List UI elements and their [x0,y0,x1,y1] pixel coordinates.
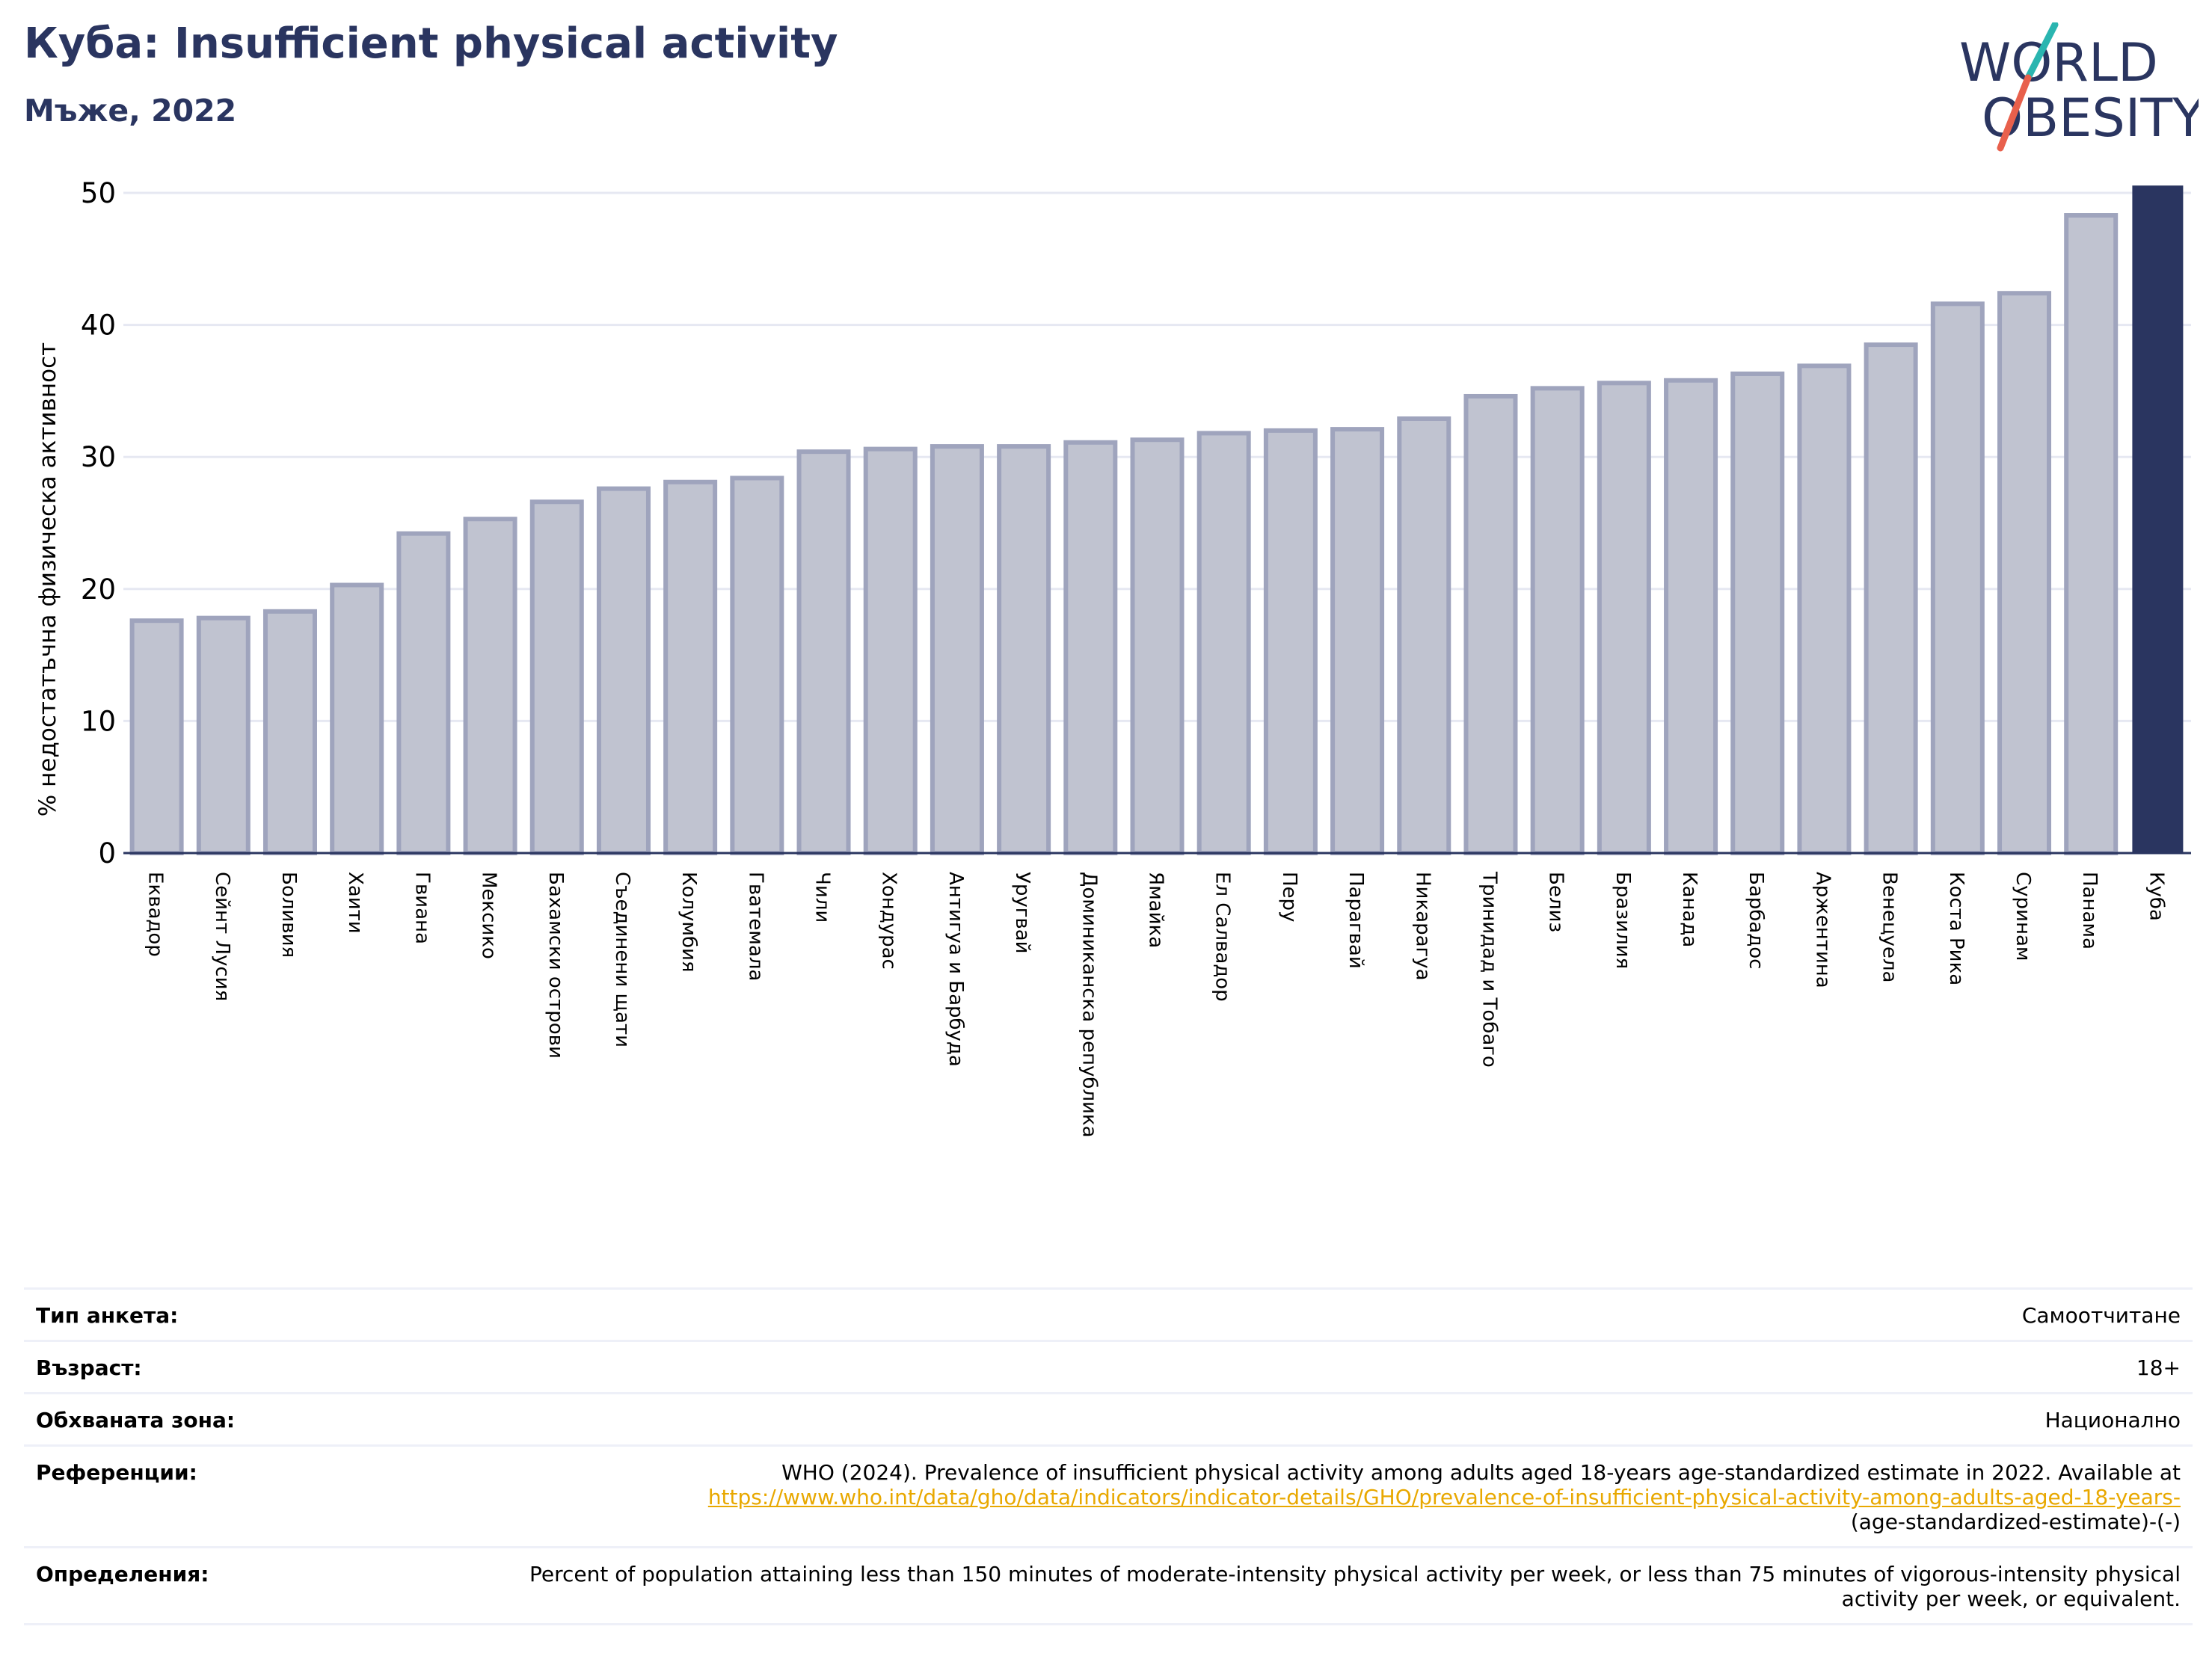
x-tick-label: Антигуа и Барбуда [944,872,967,1067]
y-tick-label: 20 [81,573,116,606]
coverage-label: Обхваната зона: [36,1408,236,1432]
definitions-value: Percent of population attaining less tha… [529,1562,2181,1611]
x-tick-label: Канада [1678,872,1701,947]
age-label: Възраст: [36,1355,142,1380]
x-tick-label: Уругвай [1011,872,1033,954]
x-tick-label: Аржентина [1811,872,1834,988]
bar-14 [1063,440,1118,855]
bar-11 [863,446,918,855]
bar-chart: 0 10 20 30 40 50 Еквадор Сейнт Лусия Боливия Хаит… [34,177,2191,1138]
x-tick-label: Никарагуа [1411,872,1434,981]
x-tick-label: Мексико [478,872,500,959]
bar-25 [1797,363,1852,855]
survey-type-label: Тип анкета: [36,1303,179,1328]
bar-6 [529,499,584,856]
axes: 0 10 20 30 40 50 Еквадор Сейнт Лусия Боливия Хаит… [81,177,2191,1138]
x-tick-label: Колумбия [678,872,700,973]
bar-15 [1130,437,1185,855]
references-label: Референции: [36,1460,197,1485]
x-tick-label: Ел Салвадор [1211,872,1234,1002]
bar-0 [129,618,184,856]
x-tick-label: Ямайка [1145,872,1167,948]
x-tick-label: Бразилия [1612,872,1634,969]
references-text: WHO (2024). Prevalence of insufficient p… [781,1460,2181,1485]
bar-22 [1597,381,1651,855]
bar-20 [1463,393,1518,855]
x-tick-label: Панама [2078,872,2101,950]
x-tick-label: Боливия [277,872,300,958]
bar-16 [1196,431,1251,855]
x-tick-label: Барбадос [1745,872,1767,969]
chart-title: Куба: Insufficient physical activity [24,19,838,68]
bar-29 [2064,213,2119,856]
x-tick-label: Венецуела [1878,872,1901,982]
bar-2 [262,609,317,856]
bar-19 [1397,416,1451,855]
y-axis-label: % недостатъчна физическа активност [34,342,61,816]
y-tick-label: 0 [98,837,116,870]
survey-type-value: Самоотчитане [2021,1303,2181,1328]
bar-1 [196,615,251,855]
bar-26 [1864,342,1918,855]
x-tick-label: Съединени щати [611,872,633,1047]
x-tick-label: Тринидад и Тобаго [1478,871,1500,1068]
bar-7 [596,486,651,855]
info-row-coverage: Обхваната зона: Национално [24,1394,2193,1447]
x-tick-label: Доминиканска република [1078,872,1100,1138]
logo-text-line1: WORLD [1959,32,2158,93]
y-tick-label: 10 [81,705,116,737]
references-link[interactable]: https://www.who.int/data/gho/data/indica… [707,1485,2181,1509]
info-row-survey-type: Тип анкета: Самоотчитане [24,1290,2193,1342]
bar-3 [330,582,384,855]
x-tick-label: Хаити [344,872,366,934]
bar-23 [1664,378,1718,856]
info-row-definitions: Определения: Percent of population attai… [24,1548,2193,1625]
logo-slash-coral [1997,74,2032,152]
x-tick-label: Перу [1278,872,1300,922]
x-tick-label: Коста Рика [1945,872,1967,985]
bar-8 [663,479,718,856]
info-row-age: Възраст: 18+ [24,1342,2193,1394]
logo-slash-teal [2024,22,2059,81]
bar-28 [1997,291,2052,855]
world-obesity-logo: WORLD OBESITY [1959,22,2199,152]
x-tick-label: Еквадор [144,872,167,957]
references-value: WHO (2024). Prevalence of insufficient p… [455,1460,2181,1534]
bar-27 [1930,301,1985,855]
bar-4 [396,531,451,855]
x-tick-label: Гвиана [411,872,433,944]
chart-subtitle: Мъже, 2022 [24,93,237,129]
y-tick-label: 30 [81,441,116,473]
bar-10 [796,449,851,855]
x-tick-label: Сейнт Лусия [211,872,233,1001]
bar-9 [730,475,784,855]
references-tail: (age-standardized-estimate)-(-) [1850,1509,2181,1534]
x-tick-label: Куба [2145,872,2167,921]
x-tick-label: Парагвай [1345,872,1367,969]
bar-17 [1263,428,1318,855]
bar-12 [930,444,984,855]
info-row-references: Референции: WHO (2024). Prevalence of in… [24,1447,2193,1548]
bar-13 [997,444,1051,855]
x-tick-label: Бахамски острови [544,872,567,1059]
age-value: 18+ [2136,1355,2181,1380]
x-tick-label: Хондурас [878,872,900,970]
coverage-value: Национално [2044,1408,2181,1432]
definitions-label: Определения: [36,1562,209,1586]
x-tick-label: Гватемала [744,872,766,981]
bar-21 [1530,386,1585,855]
info-table: Тип анкета: Самоотчитане Възраст: 18+ Об… [24,1287,2193,1625]
bar-18 [1330,427,1385,855]
bar-24 [1730,371,1785,855]
bar-30 [2132,185,2184,855]
bars [129,185,2184,856]
y-tick-label: 40 [81,310,116,342]
bar-5 [463,517,517,856]
x-tick-label: Суринам [2012,872,2034,961]
x-tick-label: Чили [811,872,834,923]
y-tick-label: 50 [81,177,116,209]
x-tick-label: Белиз [1545,872,1567,932]
